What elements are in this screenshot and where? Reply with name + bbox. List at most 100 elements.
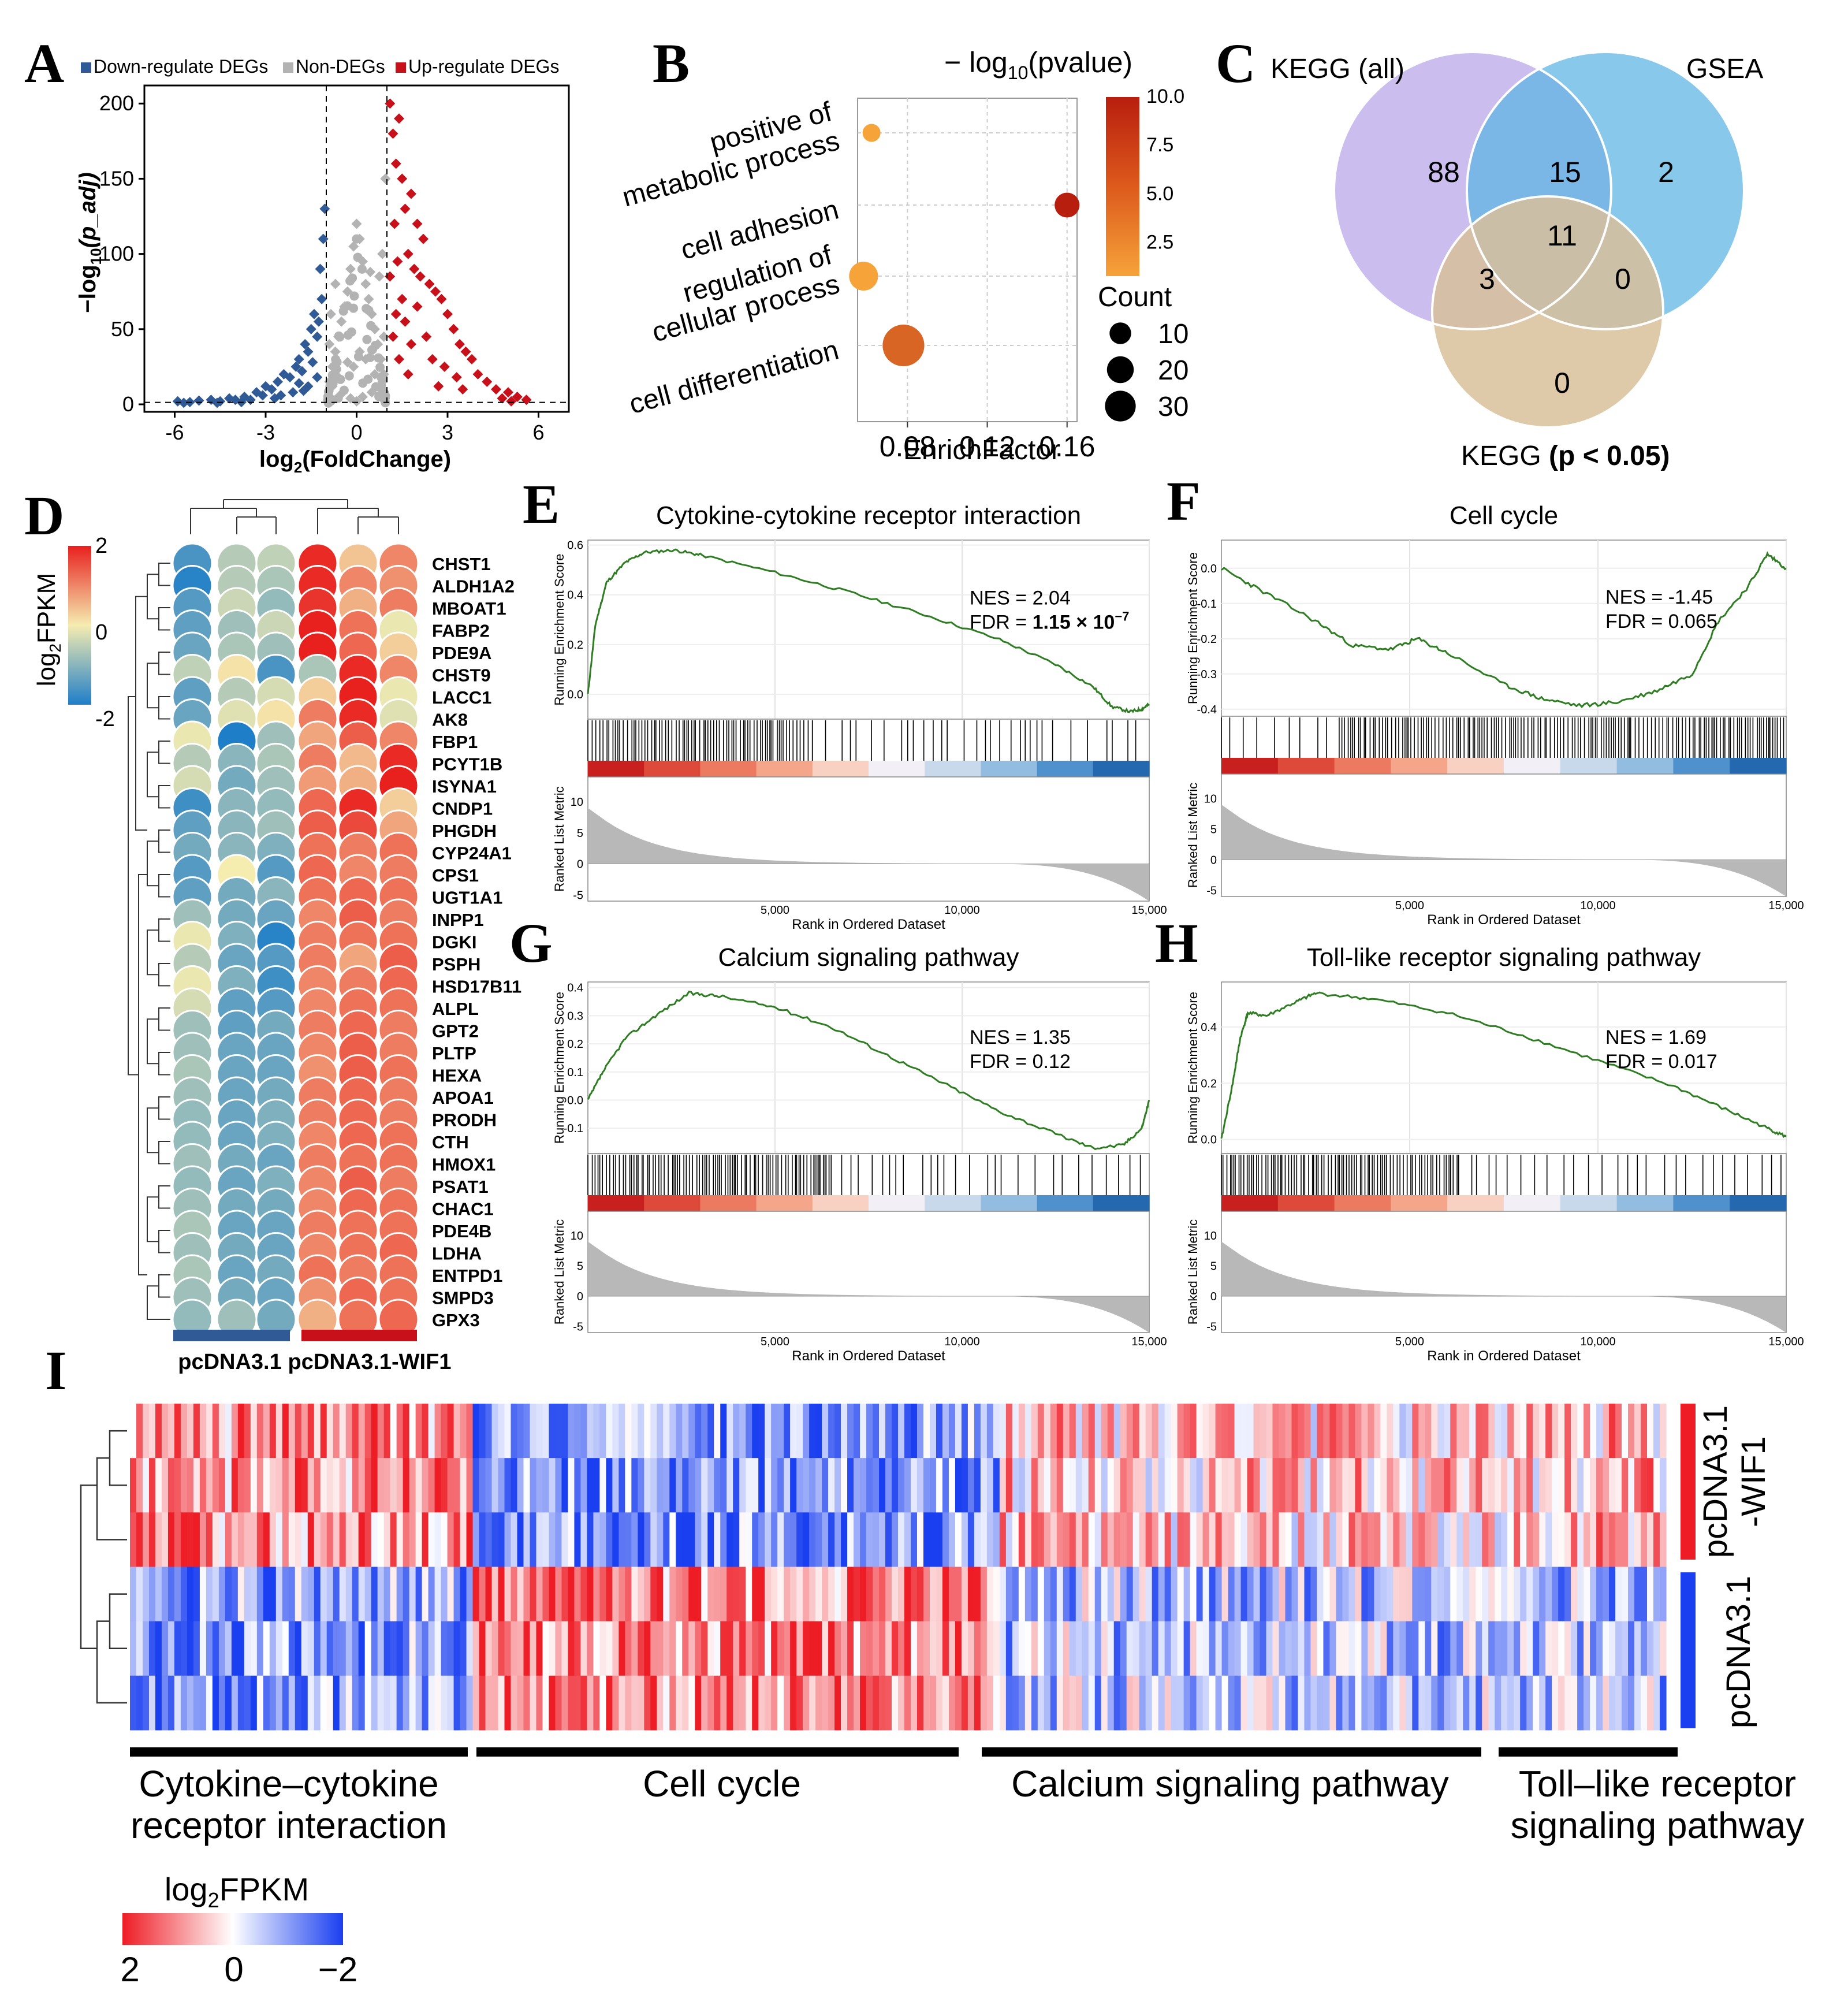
pathway-heatmap-cell — [790, 1567, 797, 1622]
sample-dendro-branch — [109, 1430, 127, 1486]
go-x-tick-label: 0.16 — [1039, 430, 1095, 463]
pathway-heatmap-cell — [225, 1567, 232, 1622]
volcano-point-up — [394, 113, 404, 124]
pathway-heatmap-cell — [403, 1458, 410, 1513]
pathway-heatmap-cell — [180, 1675, 188, 1731]
pathway-heatmap-cell — [1431, 1512, 1438, 1567]
pathway-heatmap-cell — [504, 1458, 512, 1513]
pathway-heatmap-cell — [1126, 1404, 1134, 1459]
pathway-heatmap-cell — [307, 1404, 315, 1459]
pathway-heatmap-cell — [187, 1512, 194, 1567]
pathway-heatmap-cell — [885, 1458, 892, 1513]
pathway-heatmap-cell — [1545, 1512, 1552, 1567]
pathway-heatmap-cell — [574, 1512, 582, 1567]
gsea-x-tick-label: 10,000 — [1580, 899, 1615, 912]
pathway-heatmap-cell — [498, 1621, 505, 1676]
pathway-heatmap-cell — [422, 1675, 429, 1731]
volcano-point-up — [412, 218, 423, 229]
pathway-bracket — [476, 1747, 959, 1757]
gsea-x-tick-label: 5,000 — [761, 1335, 789, 1348]
pathway-heatmap-cell — [688, 1567, 695, 1622]
pathway-heatmap-cell — [1164, 1567, 1172, 1622]
pathway-heatmap-cell — [1329, 1404, 1337, 1459]
gsea-rank-band — [1093, 1195, 1150, 1211]
pathway-heatmap-cell — [1094, 1404, 1102, 1459]
volcano-point-non — [374, 271, 385, 282]
pathway-heatmap-cell — [746, 1512, 752, 1567]
gene-group-label-wif1: pcDNA3.1-WIF1 — [288, 1350, 452, 1374]
pathway-heatmap-cell — [1152, 1458, 1159, 1513]
pathway-heatmap-cell — [504, 1675, 512, 1731]
volcano-point-non — [366, 321, 376, 330]
pathway-heatmap-cell — [1469, 1458, 1476, 1513]
pathway-heatmap-cell — [619, 1675, 625, 1731]
pathway-heatmap-cell — [1221, 1675, 1229, 1731]
pathway-heatmap-cell — [1641, 1512, 1648, 1567]
pathway-heatmap-cell — [765, 1404, 772, 1459]
gsea-es-tick-label: 0.0 — [1201, 1134, 1217, 1147]
pathway-heatmap-cell — [650, 1458, 657, 1513]
pathway-heatmap-cell — [485, 1567, 493, 1622]
volcano-x-tick-label: -6 — [165, 421, 184, 444]
gene-dendro-row-branch — [147, 929, 159, 976]
pathway-heatmap-cell — [155, 1675, 162, 1731]
pathway-heatmap-cell — [580, 1458, 587, 1513]
pathway-heatmap-cell — [746, 1675, 752, 1731]
gene-dendro-row-branch — [158, 696, 170, 720]
pathway-heatmap-cell — [415, 1512, 423, 1567]
pathway-heatmap-cell — [803, 1458, 810, 1513]
volcano-point-non — [358, 378, 368, 388]
pathway-heatmap-cell — [1101, 1621, 1108, 1676]
pathway-heatmap-cell — [1240, 1621, 1248, 1676]
gsea-x-tick-label: 15,000 — [1131, 904, 1167, 917]
gsea-x-tick-label: 5,000 — [1395, 899, 1424, 912]
pathway-heatmap-cell — [441, 1512, 448, 1567]
pathway-heatmap-cell — [1056, 1512, 1064, 1567]
pathway-heatmap-cell — [364, 1621, 372, 1676]
pathway-heatmap-cell — [986, 1567, 994, 1622]
pathway-heatmap-cell — [777, 1458, 784, 1513]
venn-region-ac: 3 — [1479, 263, 1495, 295]
pathway-heatmap-cell — [974, 1675, 981, 1731]
pathway-heatmap-cell — [1444, 1621, 1451, 1676]
pathway-heatmap-cell — [599, 1404, 606, 1459]
pathway-heatmap-cell — [403, 1404, 410, 1459]
pathway-heatmap-cell — [847, 1567, 854, 1622]
pathway-heatmap-cell — [739, 1621, 746, 1676]
pathway-heatmap-cell — [167, 1621, 175, 1676]
pathway-group-label-line: -WIF1 — [1735, 1436, 1772, 1527]
pathway-heatmap-cell — [263, 1675, 270, 1731]
pathway-heatmap-cell — [320, 1512, 327, 1567]
pathway-heatmap-cell — [625, 1458, 632, 1513]
pathway-heatmap-cell — [936, 1567, 943, 1622]
pathway-heatmap-cell — [1196, 1512, 1204, 1567]
pathway-heatmap-cell — [491, 1621, 499, 1676]
pathway-heatmap-cell — [967, 1567, 975, 1622]
pathway-heatmap-cell — [269, 1458, 277, 1513]
pathway-heatmap-cell — [1425, 1621, 1432, 1676]
pathway-heatmap-cell — [479, 1675, 486, 1731]
pathway-heatmap-cell — [841, 1512, 848, 1567]
pathway-heatmap-cell — [1266, 1512, 1273, 1567]
pathway-heatmap-cell — [1145, 1458, 1153, 1513]
pathway-heatmap-cell — [282, 1458, 289, 1513]
pathway-heatmap-cell — [726, 1567, 733, 1622]
pathway-heatmap-cell — [542, 1567, 550, 1622]
pathway-heatmap-cell — [1215, 1404, 1223, 1459]
pathway-heatmap-cell — [320, 1675, 327, 1731]
pathway-heatmap-cell — [555, 1512, 562, 1567]
pathway-heatmap-cell — [1056, 1567, 1064, 1622]
pathway-heatmap-cell — [1158, 1621, 1165, 1676]
pathway-heatmap-cell — [1456, 1567, 1463, 1622]
pathway-heatmap-cell — [523, 1621, 531, 1676]
pathway-heatmap-cell — [1552, 1512, 1559, 1567]
pathway-heatmap-cell — [472, 1404, 480, 1459]
pathway-heatmap-cell — [726, 1404, 733, 1459]
go-size-legend-dot — [1109, 322, 1131, 344]
pathway-heatmap-cell — [174, 1458, 181, 1513]
pathway-heatmap-cell — [275, 1404, 283, 1459]
pathway-heatmap-cell — [974, 1458, 981, 1513]
pathway-heatmap-cell — [542, 1404, 550, 1459]
pathway-heatmap-cell — [428, 1567, 435, 1622]
volcano-point-up — [503, 387, 513, 398]
